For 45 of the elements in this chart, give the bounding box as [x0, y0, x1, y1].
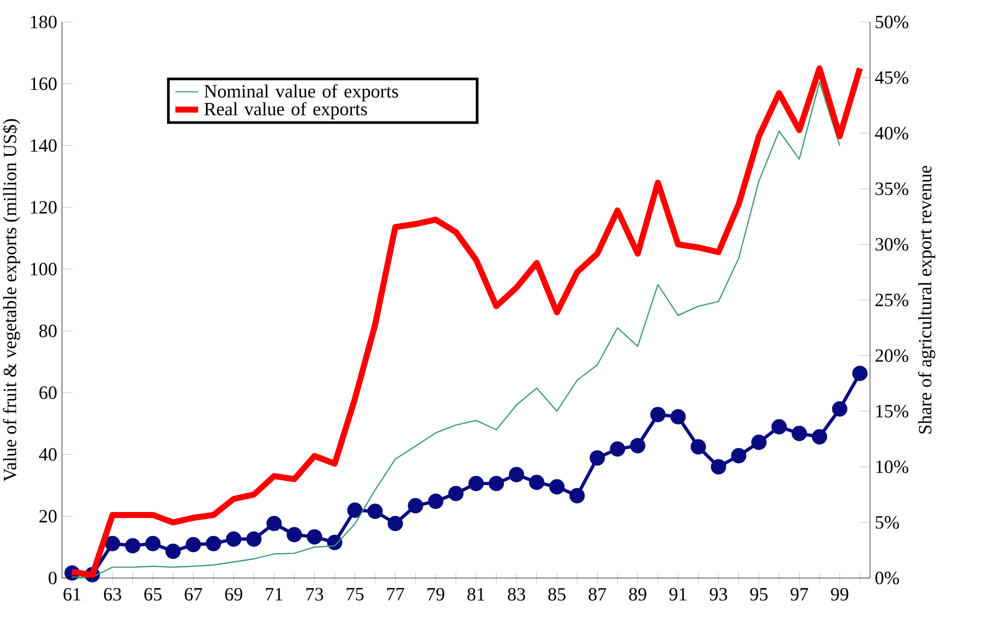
x-tick-label: 69 [225, 588, 242, 601]
x-tick-label: 79 [428, 588, 444, 601]
y2-axis-title: Share of agricultural export revenue [918, 166, 936, 434]
y2-tick-label: 45% [875, 71, 908, 84]
y2-tick-label: 0% [875, 572, 899, 584]
y-tick-label: 60 [39, 386, 57, 399]
y2-tick-label: 50% [876, 16, 908, 28]
x-tick-label: 63 [104, 588, 122, 601]
legend-label: Nominal value of exports [204, 84, 398, 102]
legend-label: Real value of exports [204, 102, 367, 120]
x-tick-label: 81 [467, 588, 484, 601]
y2-tick-label: 35% [876, 182, 908, 196]
x-tick-label: 73 [306, 588, 324, 601]
x-tick-label: 85 [548, 588, 566, 601]
x-tick-label: 67 [184, 588, 202, 601]
y2-tick-label: 25% [876, 294, 908, 306]
x-tick-label: 91 [669, 588, 686, 601]
y2-tick-label: 5% [876, 516, 899, 529]
x-tick-label: 87 [588, 588, 606, 601]
x-tick-label: 89 [629, 588, 646, 601]
y2-tick-label: 20% [876, 349, 908, 362]
x-tick-label: 93 [710, 588, 728, 601]
x-tick-label: 99 [830, 588, 848, 601]
y-tick-label: 20 [39, 510, 57, 523]
y2-tick-label: 30% [876, 238, 908, 251]
y-tick-label: 160 [30, 77, 57, 90]
y2-tick-label: 40% [875, 126, 908, 140]
y-tick-label: 140 [30, 139, 57, 152]
x-tick-label: 61 [64, 588, 80, 601]
y-tick-label: 80 [39, 324, 57, 338]
x-tick-label: 95 [750, 588, 768, 601]
y-tick-label: 180 [30, 16, 57, 28]
x-tick-label: 83 [508, 588, 526, 601]
x-tick-label: 65 [144, 588, 162, 601]
x-tick-label: 75 [346, 588, 364, 600]
y-tick-label: 0 [48, 572, 57, 584]
y2-tick-label: 15% [876, 404, 908, 418]
y-axis-title: Value of fruit & vegetable exports (million US$) [2, 119, 20, 482]
x-tick-label: 77 [387, 588, 404, 600]
x-tick-label: 71 [266, 588, 282, 600]
y-tick-label: 120 [30, 201, 57, 214]
y-tick-label: 100 [30, 262, 57, 276]
y-tick-label: 40 [38, 448, 57, 461]
y2-tick-label: 10% [876, 460, 908, 474]
x-tick-label: 97 [790, 588, 808, 601]
